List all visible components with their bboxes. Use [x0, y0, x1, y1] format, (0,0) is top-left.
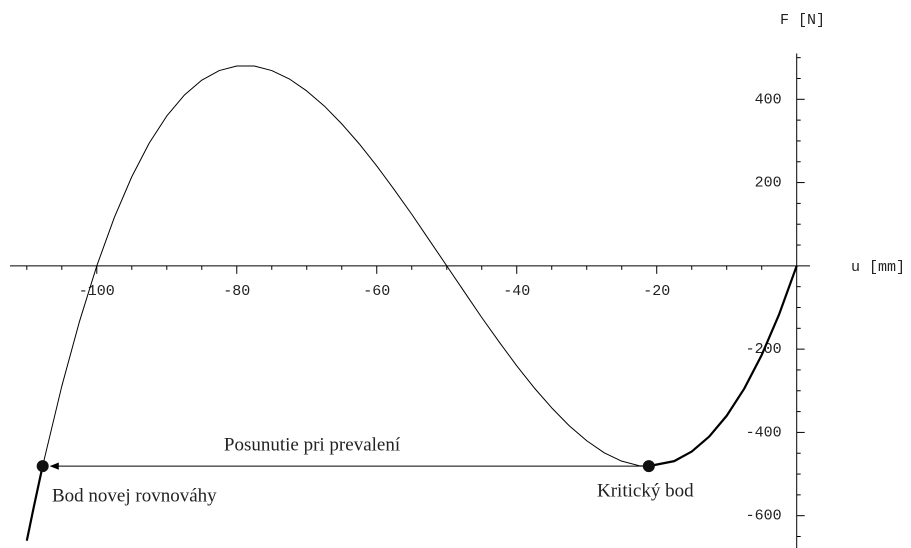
x-tick-label: -20 [643, 283, 670, 300]
y-tick-label: -400 [746, 424, 782, 441]
y-axis-label: F [N] [780, 12, 825, 29]
x-tick-label: -40 [503, 283, 530, 300]
point-label: Bod novej rovnováhy [52, 485, 217, 506]
point-label: Kritický bod [597, 480, 694, 501]
y-tick-label: 400 [755, 91, 782, 108]
curve [648, 265, 798, 468]
curve [42, 65, 649, 467]
x-tick-label: -80 [223, 283, 250, 300]
x-axis-label: u [mm] [851, 259, 905, 276]
y-tick-label: -600 [746, 508, 782, 525]
x-tick-label: -60 [363, 283, 390, 300]
point [642, 460, 655, 473]
curve [25, 465, 44, 541]
y-tick-label: 200 [755, 175, 782, 192]
arrow-label: Posunutie pri prevalení [224, 434, 401, 455]
point [36, 460, 49, 473]
x-tick-label: -100 [79, 283, 115, 300]
